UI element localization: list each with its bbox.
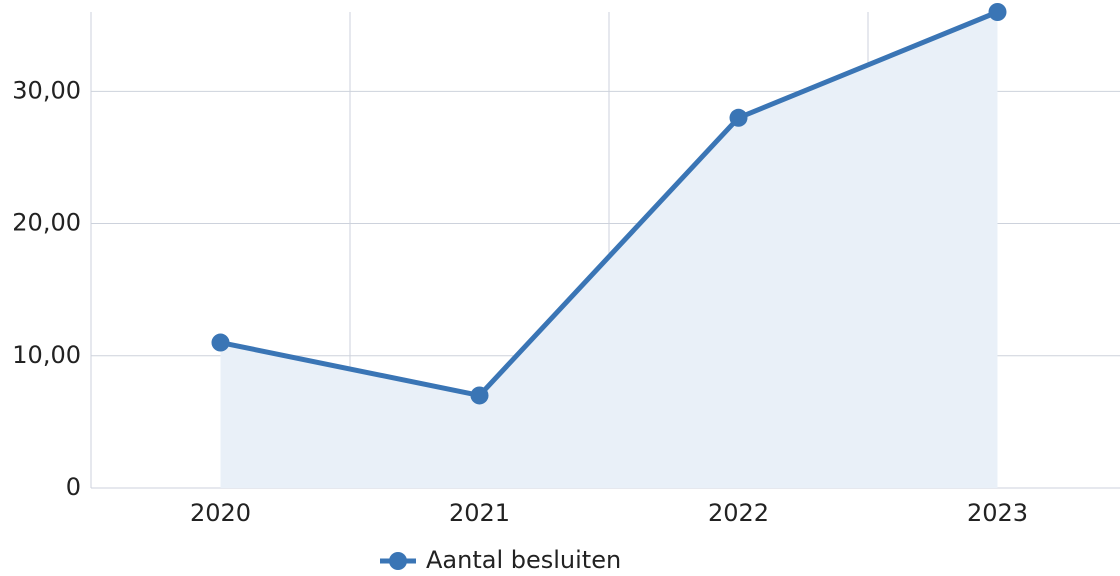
point [211,333,230,352]
legend-label: Aantal besluiten [426,546,621,574]
x-tick-label: 2020 [190,499,251,527]
legend-marker [389,552,407,570]
y-tick-label: 30,00 [12,76,81,104]
x-tick-label: 2023 [967,499,1028,527]
y-tick-label: 10,00 [12,341,81,369]
area [220,12,998,488]
point [988,3,1007,21]
y-tick-label: 20,00 [12,209,81,237]
point [729,108,748,127]
x-tick-label: 2021 [449,499,510,527]
y-tick-label: 0 [66,473,81,501]
line [219,9,999,398]
x-tick-label: 2022 [708,499,769,527]
point [470,386,489,405]
